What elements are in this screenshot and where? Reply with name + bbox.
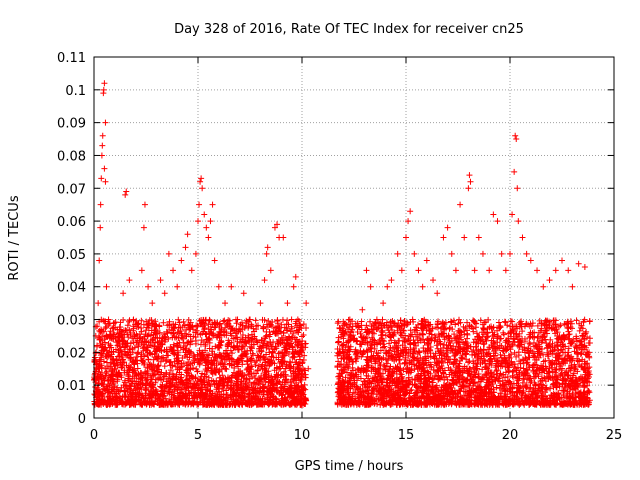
data-point <box>156 322 163 329</box>
data-point <box>557 322 564 329</box>
data-point <box>107 342 114 349</box>
data-point <box>113 370 120 377</box>
data-point <box>156 329 163 336</box>
data-points <box>91 80 593 408</box>
data-point <box>419 331 426 338</box>
data-point <box>335 339 342 346</box>
data-point <box>265 318 272 325</box>
data-point <box>261 355 268 362</box>
data-point <box>185 331 192 338</box>
data-point <box>284 317 291 324</box>
data-point <box>245 324 252 331</box>
data-point <box>211 381 218 388</box>
data-point <box>125 318 132 325</box>
data-point <box>161 363 168 370</box>
data-point <box>230 335 237 342</box>
data-point <box>249 335 256 342</box>
data-point <box>502 319 509 326</box>
data-point <box>263 332 270 339</box>
data-point <box>239 361 246 368</box>
data-point <box>160 319 167 326</box>
data-point <box>223 332 230 339</box>
data-point <box>93 343 100 350</box>
chart-title: Day 328 of 2016, Rate Of TEC Index for r… <box>174 22 524 37</box>
data-point <box>585 339 592 346</box>
data-point <box>290 353 297 360</box>
data-point <box>456 316 463 323</box>
data-point <box>125 334 132 341</box>
data-point <box>251 328 258 335</box>
data-point <box>544 330 551 337</box>
data-point <box>161 373 168 380</box>
data-point <box>299 344 306 351</box>
data-point <box>167 344 174 351</box>
data-point <box>252 317 259 324</box>
data-point <box>586 335 593 342</box>
data-point <box>178 360 185 367</box>
data-point <box>288 323 295 330</box>
data-point <box>210 356 217 363</box>
data-point <box>252 362 259 369</box>
data-point <box>507 318 514 325</box>
data-point <box>260 324 267 331</box>
data-point <box>300 321 307 328</box>
data-point <box>150 356 157 363</box>
data-point <box>173 379 180 386</box>
data-point <box>266 333 273 340</box>
data-point <box>209 331 216 338</box>
data-point <box>253 337 260 344</box>
data-point <box>233 320 240 327</box>
data-point <box>178 330 185 337</box>
data-point <box>212 343 219 350</box>
data-point <box>175 316 182 323</box>
data-point <box>300 332 307 339</box>
data-point <box>134 350 141 357</box>
